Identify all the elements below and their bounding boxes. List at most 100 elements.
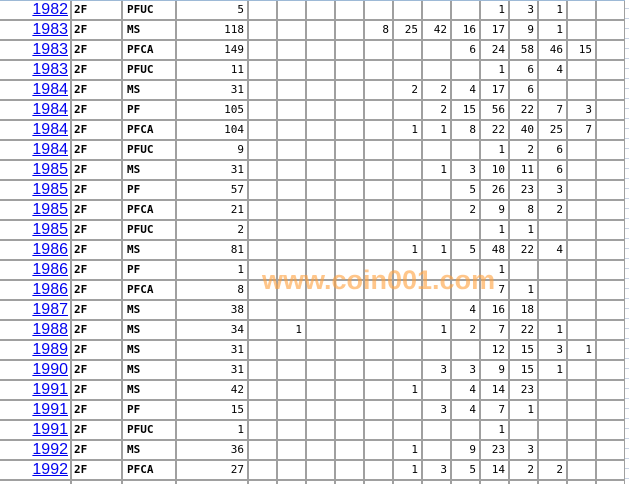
code-cell: 2F bbox=[74, 443, 88, 456]
count-cell bbox=[365, 381, 392, 399]
year-link[interactable]: 1992 bbox=[32, 461, 68, 478]
year-link[interactable]: 1990 bbox=[32, 361, 68, 378]
count-cell: 1 bbox=[411, 243, 418, 256]
code-cell: 2F bbox=[74, 223, 88, 236]
count-cell: 6 bbox=[527, 63, 534, 76]
code-cell: 2F bbox=[74, 243, 88, 256]
year-link[interactable]: 1989 bbox=[32, 341, 68, 358]
count-cell: 14 bbox=[491, 463, 505, 476]
count-cell bbox=[597, 221, 624, 239]
count-cell: 23 bbox=[520, 183, 534, 196]
count-cell bbox=[336, 61, 363, 79]
grid-line bbox=[0, 179, 625, 181]
count-cell: 15 bbox=[462, 103, 476, 116]
total-cell: 34 bbox=[230, 323, 244, 336]
count-cell bbox=[249, 121, 276, 139]
grid-line bbox=[305, 0, 307, 484]
year-cell: 1986 bbox=[1, 281, 70, 299]
total-cell: 15 bbox=[230, 403, 244, 416]
total-cell: 38 bbox=[230, 303, 244, 316]
total-cell: 2 bbox=[237, 223, 244, 236]
count-cell bbox=[249, 401, 276, 419]
year-link[interactable]: 1991 bbox=[32, 381, 68, 398]
count-cell: 7 bbox=[498, 283, 505, 296]
count-cell bbox=[597, 141, 624, 159]
year-link[interactable]: 1983 bbox=[32, 41, 68, 58]
count-cell bbox=[423, 421, 450, 439]
grid-line bbox=[276, 0, 278, 484]
count-cell: 4 bbox=[556, 63, 563, 76]
count-cell bbox=[336, 261, 363, 279]
year-link[interactable]: 1983 bbox=[32, 21, 68, 38]
count-cell bbox=[365, 141, 392, 159]
code-cell: 2F bbox=[74, 303, 88, 316]
count-cell bbox=[394, 281, 421, 299]
code-cell: 2F bbox=[74, 43, 88, 56]
year-link[interactable]: 1983 bbox=[32, 61, 68, 78]
count-cell: 16 bbox=[491, 303, 505, 316]
count-cell bbox=[278, 1, 305, 19]
grid-line bbox=[334, 0, 336, 484]
count-cell bbox=[568, 201, 595, 219]
year-link[interactable]: 1985 bbox=[32, 161, 68, 178]
code-cell: 2F bbox=[74, 23, 88, 36]
count-cell bbox=[452, 221, 479, 239]
year-link[interactable]: 1988 bbox=[32, 321, 68, 338]
count-cell bbox=[307, 241, 334, 259]
type-cell: PF bbox=[127, 103, 141, 116]
grid-line bbox=[421, 0, 423, 484]
count-cell bbox=[539, 281, 566, 299]
year-link[interactable]: 1986 bbox=[32, 241, 68, 258]
year-link[interactable]: 1984 bbox=[32, 101, 68, 118]
grid-line bbox=[566, 0, 568, 484]
count-cell bbox=[394, 201, 421, 219]
type-cell: PF bbox=[127, 403, 141, 416]
year-link[interactable]: 1985 bbox=[32, 201, 68, 218]
year-cell: 1991 bbox=[1, 381, 70, 399]
year-link[interactable]: 1985 bbox=[32, 181, 68, 198]
year-link[interactable]: 1991 bbox=[32, 421, 68, 438]
grid-line bbox=[70, 0, 72, 484]
count-cell bbox=[365, 181, 392, 199]
count-cell bbox=[394, 221, 421, 239]
grid-line bbox=[0, 239, 625, 241]
count-cell bbox=[307, 121, 334, 139]
count-cell bbox=[423, 301, 450, 319]
count-cell bbox=[568, 1, 595, 19]
year-link[interactable]: 1991 bbox=[32, 401, 68, 418]
grid-line bbox=[0, 199, 625, 201]
count-cell bbox=[249, 181, 276, 199]
count-cell bbox=[249, 241, 276, 259]
count-cell bbox=[365, 341, 392, 359]
year-link[interactable]: 1987 bbox=[32, 301, 68, 318]
year-cell: 1985 bbox=[1, 161, 70, 179]
count-cell bbox=[336, 1, 363, 19]
count-cell bbox=[307, 181, 334, 199]
count-cell: 1 bbox=[556, 3, 563, 16]
count-cell: 23 bbox=[491, 443, 505, 456]
year-link[interactable]: 1992 bbox=[32, 441, 68, 458]
year-link[interactable]: 1982 bbox=[32, 1, 68, 18]
count-cell bbox=[278, 181, 305, 199]
count-cell bbox=[597, 461, 624, 479]
count-cell bbox=[307, 81, 334, 99]
year-link[interactable]: 1984 bbox=[32, 121, 68, 138]
year-cell: 1985 bbox=[1, 221, 70, 239]
count-cell bbox=[249, 21, 276, 39]
grid-line bbox=[392, 0, 394, 484]
count-cell: 22 bbox=[520, 103, 534, 116]
year-link[interactable]: 1985 bbox=[32, 221, 68, 238]
count-cell bbox=[307, 381, 334, 399]
year-cell: 1983 bbox=[1, 41, 70, 59]
type-cell: PFUC bbox=[127, 3, 154, 16]
count-cell bbox=[249, 381, 276, 399]
year-link[interactable]: 1984 bbox=[32, 81, 68, 98]
count-cell: 3 bbox=[556, 343, 563, 356]
year-link[interactable]: 1984 bbox=[32, 141, 68, 158]
year-link[interactable]: 1986 bbox=[32, 281, 68, 298]
count-cell bbox=[452, 1, 479, 19]
code-cell: 2F bbox=[74, 143, 88, 156]
count-cell: 42 bbox=[433, 23, 447, 36]
count-cell bbox=[394, 421, 421, 439]
year-link[interactable]: 1986 bbox=[32, 261, 68, 278]
